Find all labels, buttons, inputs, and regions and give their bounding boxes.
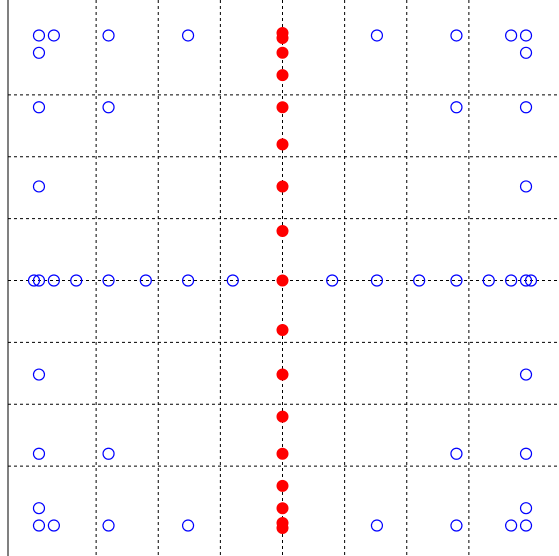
blue-open-point [370, 29, 384, 42]
blue-open-point [181, 274, 195, 287]
blue-open-point [450, 447, 463, 460]
blue-open-point [450, 101, 463, 114]
blue-open-point [519, 101, 533, 114]
blue-open-point [519, 447, 533, 460]
blue-open-point [370, 519, 384, 532]
blue-open-point [32, 46, 46, 59]
red-filled-point [276, 138, 289, 151]
blue-open-point [226, 274, 239, 287]
blue-open-point [370, 274, 384, 287]
blue-open-point [482, 274, 495, 287]
red-filled-point [276, 410, 289, 423]
blue-open-point [47, 274, 60, 287]
blue-open-point [32, 519, 46, 532]
blue-open-point [413, 274, 426, 287]
red-filled-point [276, 502, 289, 515]
blue-open-point [505, 274, 518, 287]
blue-open-point [519, 46, 533, 59]
blue-open-point [32, 29, 46, 42]
blue-open-point [450, 29, 463, 42]
blue-open-point [32, 368, 46, 381]
blue-open-point [139, 274, 152, 287]
blue-open-point [505, 29, 518, 42]
blue-open-point [32, 180, 46, 193]
blue-open-point [32, 101, 46, 114]
blue-open-point [70, 274, 83, 287]
red-filled-point [276, 180, 289, 193]
grid-lines [8, 0, 559, 556]
blue-open-point [32, 447, 46, 460]
red-filled-point [276, 31, 289, 44]
blue-open-point [519, 519, 533, 532]
blue-open-point [326, 274, 339, 287]
red-filled-point [276, 46, 289, 59]
blue-open-point [102, 519, 115, 532]
blue-open-point [505, 519, 518, 532]
red-filled-point [276, 274, 289, 287]
blue-open-point [181, 29, 195, 42]
blue-open-point [450, 519, 463, 532]
red-filled-point [276, 225, 289, 237]
red-filled-point [276, 324, 289, 336]
blue-open-point [102, 101, 115, 114]
data-points [27, 27, 538, 534]
blue-open-point [47, 519, 60, 532]
red-filled-point [276, 69, 289, 82]
blue-open-point [102, 274, 115, 287]
blue-open-point [519, 274, 533, 287]
red-filled-point [276, 447, 289, 460]
blue-open-point [102, 447, 115, 460]
red-filled-point [276, 101, 289, 114]
blue-open-point [519, 502, 533, 515]
blue-open-point [47, 29, 60, 42]
blue-open-point [519, 368, 533, 381]
blue-open-point [519, 180, 533, 193]
blue-open-point [102, 29, 115, 42]
blue-open-point [519, 29, 533, 42]
blue-open-point [27, 274, 41, 287]
blue-open-point [181, 519, 195, 532]
blue-open-point [32, 502, 46, 515]
red-filled-point [276, 479, 289, 492]
blue-open-point [524, 274, 538, 287]
red-filled-point [276, 522, 289, 534]
red-filled-point [276, 368, 289, 381]
blue-open-point [450, 274, 463, 287]
blue-open-point [32, 274, 46, 287]
